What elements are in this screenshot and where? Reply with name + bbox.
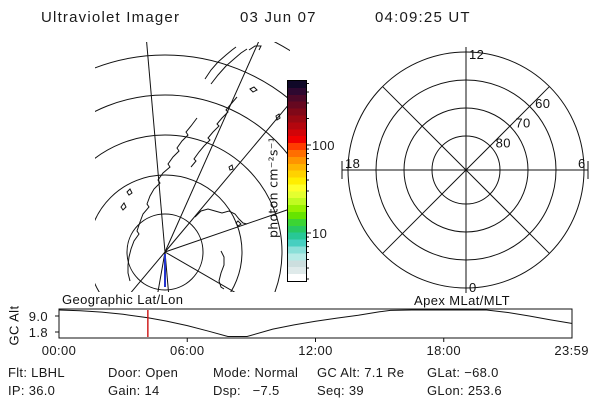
- status-field: Door: Open: [108, 365, 179, 380]
- apex-polar-caption: Apex MLat/MLT: [414, 293, 510, 308]
- map-coastline: [190, 96, 238, 168]
- polar-spoke: [382, 86, 467, 171]
- map-meridian-line: [130, 251, 166, 292]
- map-latitude-circle: [95, 54, 290, 101]
- status-field: Dsp: −7.5: [213, 383, 280, 398]
- polar-spoke: [465, 169, 550, 254]
- colorbar-tick-label: 100: [312, 138, 335, 153]
- status-field: Flt: LBHL: [8, 365, 65, 380]
- gc-alt-ytick-label: 9.0: [28, 309, 48, 324]
- gc-alt-xtick-label: 12:00: [298, 343, 333, 358]
- map-coastline: [194, 208, 248, 225]
- app-title: Ultraviolet Imager: [41, 9, 181, 26]
- gc-alt-curve: [58, 309, 572, 337]
- colorbar-tick-label: 10: [312, 226, 328, 241]
- polar-mlt-label-12: 12: [469, 47, 484, 62]
- map-coastline: [248, 45, 262, 51]
- gc-alt-xtick-label: 00:00: [41, 343, 77, 358]
- gc-alt-ytick-label: 1.8: [28, 325, 48, 340]
- map-coastline: [126, 188, 133, 196]
- geographic-map-caption: Geographic Lat/Lon: [62, 292, 184, 307]
- map-coastline: [127, 117, 198, 282]
- gc-alt-xtick-label: 06:00: [169, 343, 205, 358]
- map-meridian-line: [164, 251, 170, 292]
- status-field: Mode: Normal: [213, 365, 299, 380]
- map-meridian-line: [146, 42, 166, 253]
- map-meridian-line: [164, 42, 260, 253]
- gc-alt-plot-box: [58, 308, 573, 339]
- map-meridian-line: [157, 251, 166, 292]
- map-meridian-line: [164, 208, 290, 253]
- map-coastline: [275, 113, 281, 121]
- colorbar-units-label: photon cm⁻²s⁻¹: [265, 137, 281, 238]
- polar-mlat-ring-label: 70: [515, 116, 530, 131]
- map-meridian-line: [164, 251, 236, 292]
- map-coastline: [218, 250, 225, 290]
- map-coastline: [249, 86, 258, 93]
- status-field: Seq: 39: [317, 383, 364, 398]
- map-coastline: [204, 46, 237, 80]
- polar-mlt-label-6: 6: [578, 156, 586, 171]
- map-coastline: [120, 202, 127, 211]
- map-content: [95, 42, 290, 292]
- map-latitude-circle: [95, 134, 283, 292]
- gc-alt-xtick-label: 23:59: [554, 343, 589, 358]
- geographic-map: [95, 42, 290, 292]
- gc-alt-xtick-label: 18:00: [426, 343, 462, 358]
- map-latitude-circle: [95, 94, 290, 158]
- polar-mlat-ring-label: 60: [535, 96, 550, 111]
- status-field: GC Alt: 7.1 Re: [317, 365, 405, 380]
- header-date: 03 Jun 07: [240, 9, 317, 26]
- map-latitude-circle: [126, 213, 204, 291]
- header-time-ut: 04:09:25 UT: [375, 9, 471, 26]
- polar-spoke: [465, 86, 550, 171]
- map-coastline: [235, 220, 242, 227]
- map-coastline: [210, 48, 248, 85]
- polar-mlt-label-18: 18: [345, 156, 360, 171]
- polar-spoke: [382, 169, 467, 254]
- status-field: Gain: 14: [108, 383, 160, 398]
- status-field: IP: 36.0: [8, 383, 56, 398]
- map-latitude-circle: [95, 174, 243, 292]
- polar-mlt-label-0: 0: [469, 280, 477, 295]
- photon-colorbar: [287, 80, 307, 282]
- status-field: GLat: −68.0: [427, 365, 499, 380]
- status-field: GLon: 253.6: [427, 383, 502, 398]
- map-meridian-line: [164, 102, 290, 253]
- map-coastline: [228, 164, 234, 171]
- polar-mlat-ring-label: 80: [496, 135, 511, 150]
- gc-alt-panel: [55, 308, 573, 342]
